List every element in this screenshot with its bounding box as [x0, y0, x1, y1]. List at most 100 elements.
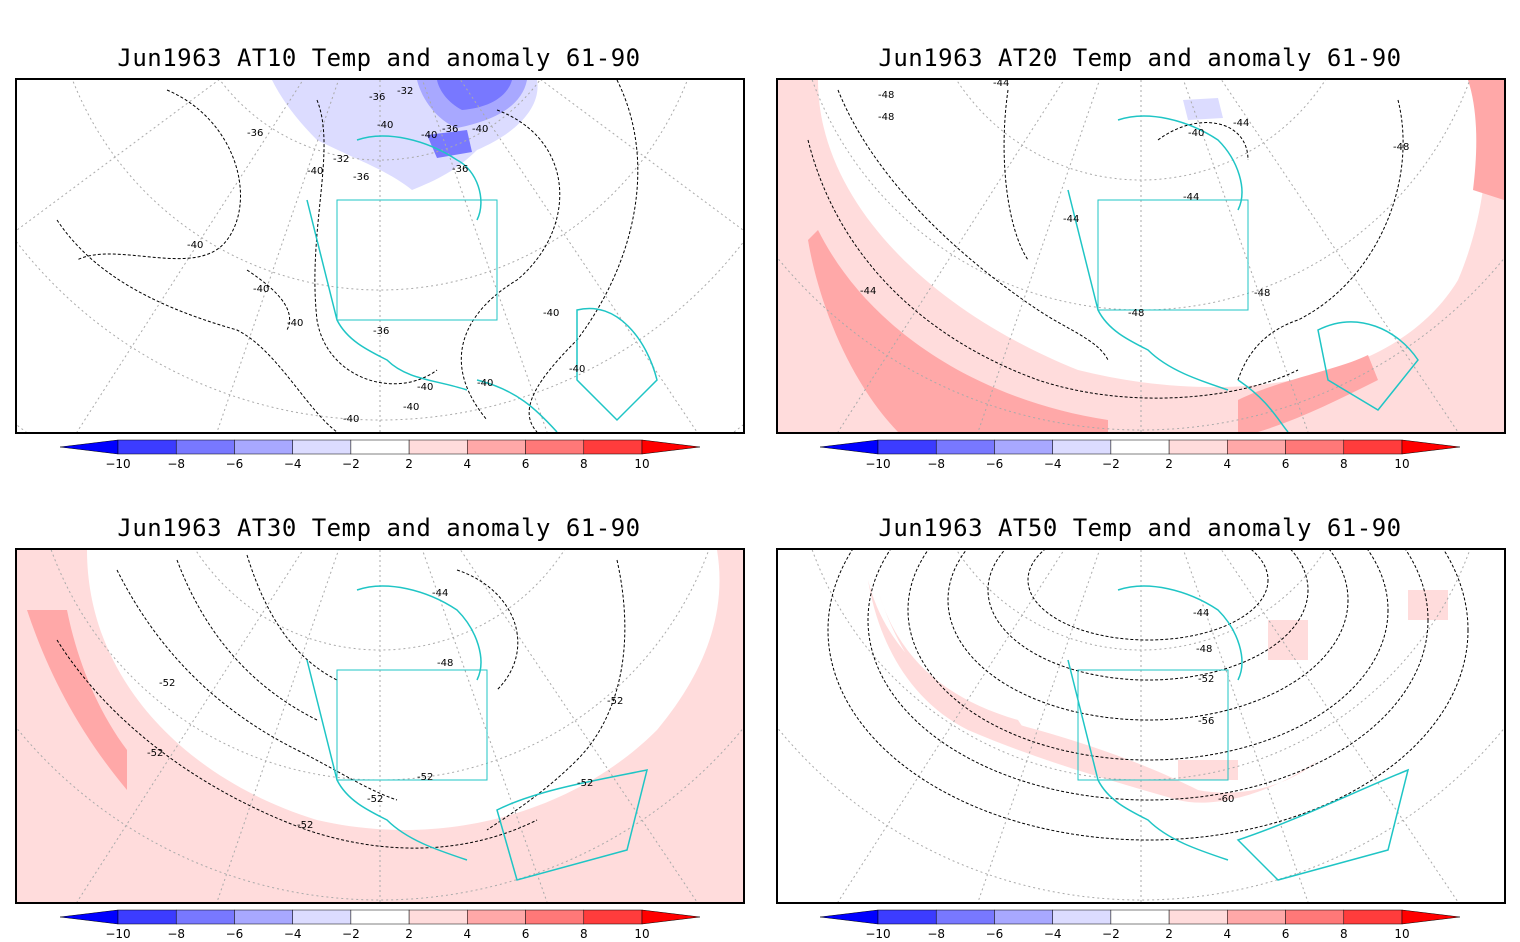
colorbar-tick-label: −8 [927, 457, 945, 471]
colorbar-bin [408, 439, 468, 455]
colorbar-at30: −10 −8 −6 −4 −2 2 4 6 8 10 [60, 909, 700, 941]
svg-text:-48: -48 [878, 90, 894, 101]
svg-text:-40: -40 [472, 124, 488, 135]
anomaly-blob-south [1178, 760, 1238, 780]
anomaly-ring-strong [808, 230, 1108, 432]
colorbar-bin [1285, 909, 1345, 925]
colorbar-bin [467, 909, 526, 925]
contour-labels-at10: -32 -36 -40 -40 -36 -32 -36 -40 -36 -40 … [187, 86, 585, 425]
svg-text:-52: -52 [417, 772, 433, 783]
colorbar-tick-label: 8 [580, 927, 588, 941]
colorbar-bin [1343, 439, 1403, 455]
colorbar-tick-label: −2 [1102, 927, 1120, 941]
colorbar-labels: −10 −8 −6 −4 −2 2 4 6 8 10 [105, 457, 649, 471]
svg-text:-44: -44 [860, 286, 876, 297]
svg-text:-36: -36 [353, 172, 369, 183]
svg-text:-52: -52 [577, 778, 593, 789]
colorbar-bin [877, 909, 937, 925]
anomaly-ring-light [778, 80, 1504, 432]
colorbar-tick-label: −2 [342, 457, 360, 471]
colorbar-tick-label: 2 [1165, 927, 1173, 941]
svg-text:-52: -52 [1198, 674, 1214, 685]
anomaly-blob-mideast [1268, 620, 1308, 660]
colorbar-tick-label: 2 [405, 457, 413, 471]
colorbar-tick-label: −4 [284, 457, 302, 471]
colorbar-arrow-low [820, 439, 879, 455]
contour-labels-at20: -48 -44 -40 -44 -48 -44 -44 -44 -48 -48 … [860, 80, 1409, 319]
svg-text:-36: -36 [373, 326, 389, 337]
svg-text:-40: -40 [1188, 128, 1204, 139]
colorbar-arrow-low [60, 439, 119, 455]
colorbar-bin [117, 439, 177, 455]
colorbar-tick-label: 6 [522, 457, 530, 471]
colorbar-bin [292, 439, 352, 455]
colorbar-bin [1285, 439, 1345, 455]
svg-text:-60: -60 [1218, 794, 1234, 805]
panel-title-at20: Jun1963 AT20 Temp and anomaly 61-90 [878, 44, 1402, 72]
svg-text:-48: -48 [1128, 308, 1144, 319]
colorbar-tick-label: 6 [1282, 457, 1290, 471]
svg-text:-44: -44 [1193, 608, 1209, 619]
svg-text:-40: -40 [417, 382, 433, 393]
colorbar-bin [117, 909, 177, 925]
colorbar-bin [1227, 439, 1286, 455]
colorbar-tick-label: −4 [284, 927, 302, 941]
colorbar-arrow-high [1401, 439, 1460, 455]
svg-text:-52: -52 [147, 748, 163, 759]
colorbar-tick-label: −10 [865, 927, 890, 941]
colorbar-tick-label: −8 [167, 927, 185, 941]
anomaly-blob-blue [1183, 98, 1223, 120]
svg-text:-48: -48 [1393, 142, 1409, 153]
colorbar-bin [583, 909, 643, 925]
svg-text:-40: -40 [253, 284, 269, 295]
colorbar-arrow-low [60, 909, 119, 925]
svg-text:-32: -32 [333, 154, 349, 165]
svg-text:-40: -40 [377, 120, 393, 131]
colorbar-labels: −10 −8 −6 −4 −2 2 4 6 8 10 [105, 927, 649, 941]
map-at20: -48 -44 -40 -44 -48 -44 -44 -44 -48 -48 … [776, 78, 1506, 434]
colorbar-at50: −10 −8 −6 −4 −2 2 4 6 8 10 [820, 909, 1460, 941]
svg-text:-40: -40 [543, 308, 559, 319]
contour-labels-at50: -44 -48 -52 -56 -60 [1193, 608, 1234, 805]
colorbar-bin [175, 909, 235, 925]
colorbar-arrow-low [820, 909, 879, 925]
colorbar-bin [994, 909, 1053, 925]
svg-text:-40: -40 [569, 364, 585, 375]
colorbar-bin [1168, 909, 1228, 925]
colorbar-at20: −10 −8 −6 −4 −2 2 4 6 8 10 [820, 439, 1460, 471]
svg-text:-36: -36 [442, 124, 458, 135]
colorbar-bin [350, 439, 410, 455]
colorbar-arrow-high [1401, 909, 1460, 925]
svg-text:-48: -48 [1254, 288, 1270, 299]
map-at50: -44 -48 -52 -56 -60 [776, 548, 1506, 904]
colorbar-tick-label: 10 [1394, 927, 1409, 941]
colorbar-labels: −10 −8 −6 −4 −2 2 4 6 8 10 [865, 457, 1409, 471]
colorbar-arrow-high [641, 909, 700, 925]
colorbar-tick-label: 10 [1394, 457, 1409, 471]
colorbar-tick-label: 10 [634, 927, 649, 941]
anomaly-blob-east [1468, 80, 1504, 200]
colorbar-tick-label: −2 [1102, 457, 1120, 471]
colorbar-tick-label: 2 [1165, 457, 1173, 471]
svg-text:-52: -52 [607, 696, 623, 707]
colorbar-tick-label: −4 [1044, 927, 1062, 941]
contour-labels-at30: -44 -48 -52 -52 -52 -52 -52 -52 -52 [147, 588, 623, 831]
colorbar-bin [1168, 439, 1228, 455]
panel-title-at10: Jun1963 AT10 Temp and anomaly 61-90 [117, 44, 641, 72]
colorbar-bin [935, 439, 995, 455]
svg-text:-52: -52 [159, 678, 175, 689]
anomaly-shade-blue-strong [437, 80, 512, 110]
colorbar-tick-label: 4 [464, 927, 472, 941]
colorbar-tick-label: −6 [986, 457, 1004, 471]
svg-text:-56: -56 [1198, 716, 1214, 727]
colorbar-bins [60, 909, 700, 925]
colorbar-bin [408, 909, 468, 925]
anomaly-ring-strong [27, 610, 127, 790]
colorbar-bin [1227, 909, 1286, 925]
colorbar-tick-label: −8 [167, 457, 185, 471]
svg-text:-44: -44 [1183, 192, 1199, 203]
colorbar-bin [877, 439, 937, 455]
colorbar-bin [1110, 439, 1170, 455]
colorbar-bin [234, 909, 293, 925]
svg-text:-44: -44 [1233, 118, 1249, 129]
